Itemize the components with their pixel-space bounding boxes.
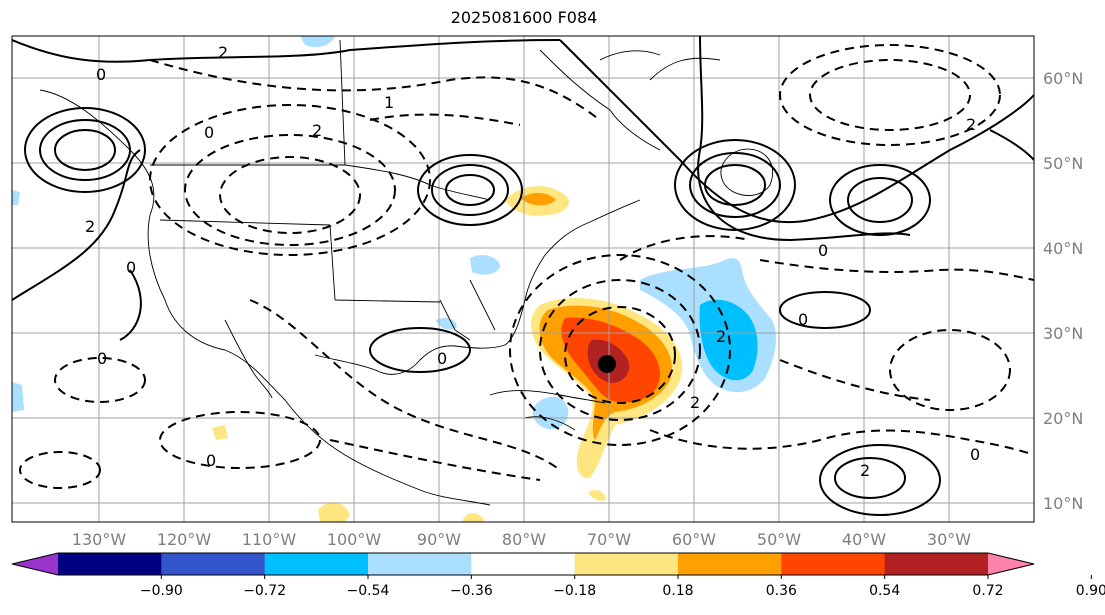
- colorbar-segment: [264, 553, 369, 575]
- contour-labels: 0 2 0 2 0 2 0 0 2 0 2 0 2 0 2 0 1: [85, 43, 980, 480]
- colorbar-tick-label: 0.54: [869, 583, 900, 599]
- colorbar-tick-label: 0.18: [662, 583, 693, 599]
- gridlines: [12, 36, 1034, 522]
- colorbar-segment: [368, 553, 472, 575]
- colorbar-segment: [678, 553, 782, 575]
- cool-patch-canada: [12, 190, 20, 205]
- lon-label: 40°W: [842, 530, 886, 549]
- cool-patch-mid: [470, 255, 500, 275]
- contour-label: 1: [384, 93, 394, 112]
- colorbar-tick-label: 0.72: [972, 583, 1003, 599]
- contour-label: 2: [312, 121, 322, 140]
- lat-label: 40°N: [1043, 239, 1083, 258]
- colorbar-extend-low: [12, 553, 58, 575]
- storm-center-marker: [598, 355, 616, 373]
- lon-label: 130°W: [72, 530, 127, 549]
- colorbar-segment: [161, 553, 266, 575]
- contour-label: 0: [798, 310, 808, 329]
- warm-patch-south-1: [318, 502, 350, 522]
- map-content: 0 2 0 2 0 2 0 0 2 0 2 0 2 0 2 0 1: [12, 36, 1034, 522]
- colorbar-extend-high: [988, 553, 1034, 575]
- lat-label: 10°N: [1043, 494, 1083, 513]
- lon-label: 70°W: [587, 530, 631, 549]
- map-frame: [11, 35, 1035, 523]
- contour-label: 0: [96, 65, 106, 84]
- contour-label: 2: [690, 393, 700, 412]
- colorbar-segment: [884, 553, 989, 575]
- colorbar-tick-label: 0.36: [766, 583, 797, 599]
- colorbar-tick-label: −0.90: [140, 583, 183, 599]
- warm-patch-great-lakes-core: [520, 192, 556, 206]
- colorbar-segment: [781, 553, 886, 575]
- colorbar-segment: [58, 553, 162, 575]
- colorbar-tick-label: 0.90: [1076, 583, 1105, 599]
- lat-label: 50°N: [1043, 154, 1083, 173]
- map-title: 2025081600 F084: [450, 8, 598, 27]
- lat-label: 20°N: [1043, 409, 1083, 428]
- cool-patch-west: [12, 382, 24, 412]
- lat-label: 60°N: [1043, 69, 1083, 88]
- contour-label: 2: [716, 327, 726, 346]
- colorbar-segment: [574, 553, 679, 575]
- lat-axis-labels: 60°N 50°N 40°N 30°N 20°N 10°N: [1043, 69, 1083, 513]
- contour-label: 0: [437, 349, 447, 368]
- lon-label: 100°W: [327, 530, 382, 549]
- lon-label: 120°W: [157, 530, 212, 549]
- warm-patch-south-2: [462, 513, 485, 522]
- lon-axis-labels: 130°W 120°W 110°W 100°W 90°W 80°W 70°W 6…: [72, 530, 971, 549]
- warm-patch-south-3: [588, 490, 606, 501]
- colorbar: −0.90 −0.72 −0.54 −0.36 −0.18 0.18 0.36 0.54 0.7…: [11, 552, 1105, 599]
- contour-label: 0: [126, 258, 136, 277]
- shaded-anomalies: [12, 36, 776, 522]
- contour-label: 2: [966, 115, 976, 134]
- warm-patch-pacific: [212, 425, 228, 440]
- colorbar-tick-label: −0.54: [347, 583, 390, 599]
- lon-label: 110°W: [242, 530, 297, 549]
- colorbar-outline: [11, 552, 1035, 576]
- contour-label: 2: [860, 461, 870, 480]
- lon-label: 90°W: [417, 530, 461, 549]
- solid-contours: [12, 36, 1034, 516]
- dashed-contours: [19, 44, 1034, 489]
- cool-patch-gulf: [436, 318, 457, 330]
- colorbar-tick-label: −0.72: [243, 583, 286, 599]
- colorbar-tick-label: −0.18: [553, 583, 596, 599]
- contour-label: 0: [97, 349, 107, 368]
- contour-label: 0: [204, 123, 214, 142]
- contour-label: 0: [970, 445, 980, 464]
- colorbar-tick-label: −0.36: [450, 583, 493, 599]
- cool-patch-north: [300, 36, 335, 47]
- lon-label: 50°W: [757, 530, 801, 549]
- lon-label: 80°W: [502, 530, 546, 549]
- coastlines: [39, 39, 774, 506]
- contour-label: 0: [818, 241, 828, 260]
- colorbar-segment: [471, 553, 576, 575]
- contour-label: 0: [206, 451, 216, 470]
- lon-label: 60°W: [672, 530, 716, 549]
- lon-label: 30°W: [927, 530, 971, 549]
- lat-label: 30°N: [1043, 324, 1083, 343]
- contour-label: 2: [85, 217, 95, 236]
- cool-patch-caribbean: [533, 396, 569, 430]
- contour-label: 2: [218, 43, 228, 62]
